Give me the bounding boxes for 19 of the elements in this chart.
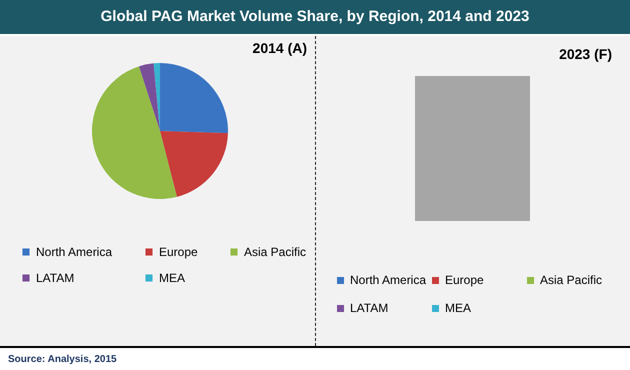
legend-label: Europe	[159, 245, 198, 259]
legend-label: MEA	[159, 271, 186, 285]
pie-slice	[154, 63, 160, 131]
pie-slice	[92, 66, 177, 199]
source-note: Source: Analysis, 2015	[8, 354, 117, 365]
pie-slice	[160, 63, 228, 134]
legend-label: Asia Pacific	[244, 245, 306, 259]
legend-label: LATAM	[36, 271, 74, 285]
category-label: MEA	[445, 301, 472, 315]
category-label: North America	[350, 273, 426, 287]
pie-slice	[160, 131, 228, 197]
text: Global PAG Market Volume Share, by Region, 2014 and 2023	[0, 0, 630, 34]
category-label: Europe	[445, 273, 484, 287]
pie-slice	[138, 63, 160, 131]
category-label: LATAM	[350, 301, 388, 315]
legend-label: North America	[36, 245, 112, 259]
category-label: Asia Pacific	[540, 273, 602, 287]
text: 2023 (F)	[559, 46, 612, 62]
chart-title: 2014 (A)	[252, 40, 307, 56]
